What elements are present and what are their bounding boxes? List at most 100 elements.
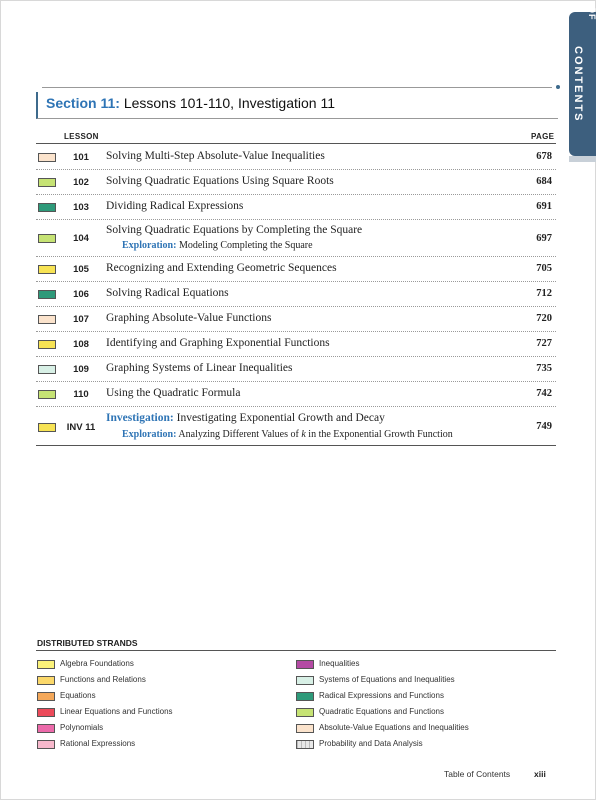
lesson-page: 735	[536, 363, 552, 374]
strand-swatch	[38, 290, 56, 299]
lesson-column-header: LESSON	[64, 132, 99, 141]
strand-swatch	[38, 390, 56, 399]
lesson-row-108[interactable]: 108 Identifying and Graphing Exponential…	[36, 333, 556, 357]
strand-swatch	[37, 740, 55, 749]
section-header: Section 11: Lessons 101-110, Investigati…	[36, 85, 560, 119]
lesson-row-109[interactable]: 109 Graphing Systems of Linear Inequalit…	[36, 358, 556, 382]
lesson-page: 691	[536, 201, 552, 212]
exploration-label: Exploration:	[122, 240, 177, 251]
strands-rule	[36, 650, 556, 651]
strand-swatch	[296, 692, 314, 701]
lesson-page: 697	[536, 233, 552, 244]
lesson-row-107[interactable]: 107 Graphing Absolute-Value Functions 72…	[36, 308, 556, 332]
distributed-strands-title: DISTRIBUTED STRANDS	[37, 638, 138, 648]
lesson-number: 102	[73, 177, 89, 188]
page-column-header: PAGE	[531, 132, 555, 141]
section-number: Section 11:	[46, 95, 120, 111]
strand-label: Inequalities	[319, 659, 360, 668]
strand-swatch	[38, 365, 56, 374]
lesson-row-103[interactable]: 103 Dividing Radical Expressions 691	[36, 196, 556, 220]
strand-swatch	[38, 340, 56, 349]
exploration-text-pre: Analyzing Different Values of	[178, 429, 302, 440]
investigation-title[interactable]: Investigation: Investigating Exponential…	[106, 412, 526, 424]
strand-swatch	[38, 315, 56, 324]
contents-side-tab[interactable]: TABLE OF CONTENTS	[569, 6, 596, 156]
exploration-text: Modeling Completing the Square	[178, 240, 313, 251]
strand-swatch	[296, 660, 314, 669]
strand-swatch	[37, 708, 55, 717]
lesson-title[interactable]: Solving Quadratic Equations by Completin…	[106, 224, 363, 236]
strand-swatch	[37, 724, 55, 733]
strand-label: Absolute-Value Equations and Inequalitie…	[319, 723, 469, 732]
strand-label: Polynomials	[60, 723, 104, 732]
lesson-number: 104	[73, 233, 89, 244]
strand-label: Linear Equations and Functions	[60, 707, 173, 716]
strand-swatch	[38, 423, 56, 432]
side-tab-contents: CONTENTS	[572, 46, 584, 123]
lesson-title[interactable]: Dividing Radical Expressions	[106, 200, 244, 212]
lesson-exploration[interactable]: Exploration: Analyzing Different Values …	[122, 429, 542, 440]
lesson-page: 712	[536, 288, 552, 299]
lesson-number: 101	[73, 152, 89, 163]
strand-swatch	[37, 676, 55, 685]
strand-label: Equations	[60, 691, 96, 700]
exploration-text-post: in the Exponential Growth Function	[305, 429, 453, 440]
lesson-page: 742	[536, 388, 552, 399]
strand-swatch	[38, 234, 56, 243]
lesson-title[interactable]: Recognizing and Extending Geometric Sequ…	[106, 262, 337, 274]
strand-swatch	[296, 740, 314, 749]
header-top-rule	[42, 87, 552, 88]
lesson-title[interactable]: Solving Radical Equations	[106, 287, 229, 299]
strand-swatch	[296, 676, 314, 685]
lesson-number: 105	[73, 264, 89, 275]
section-title-text: Lessons 101-110, Investigation 11	[123, 95, 335, 111]
lesson-title[interactable]: Graphing Absolute-Value Functions	[106, 312, 272, 324]
strand-swatch	[37, 660, 55, 669]
lesson-title[interactable]: Identifying and Graphing Exponential Fun…	[106, 337, 330, 349]
lesson-title[interactable]: Solving Quadratic Equations Using Square…	[106, 175, 334, 187]
strand-label: Algebra Foundations	[60, 659, 134, 668]
lesson-number: 110	[73, 389, 89, 400]
header-end-dot	[556, 85, 560, 89]
lesson-row-110[interactable]: 110 Using the Quadratic Formula 742	[36, 383, 556, 407]
lesson-number: 106	[73, 289, 89, 300]
lesson-page: 705	[536, 263, 552, 274]
strand-swatch	[296, 708, 314, 717]
strand-swatch	[38, 178, 56, 187]
lesson-exploration[interactable]: Exploration: Modeling Completing the Squ…	[122, 240, 542, 251]
lesson-page: 720	[536, 313, 552, 324]
side-tab-shadow	[569, 156, 596, 162]
lesson-page: 749	[536, 421, 552, 432]
strand-swatch	[38, 153, 56, 162]
exploration-label: Exploration:	[122, 429, 177, 440]
lesson-page: 684	[536, 176, 552, 187]
lesson-row-105[interactable]: 105 Recognizing and Extending Geometric …	[36, 258, 556, 282]
exploration-variable: k	[301, 429, 306, 440]
lesson-title[interactable]: Using the Quadratic Formula	[106, 387, 241, 399]
side-tab-partial: TABLE OF	[587, 6, 596, 21]
lesson-number: 107	[73, 314, 89, 325]
lesson-row-106[interactable]: 106 Solving Radical Equations 712	[36, 283, 556, 307]
lesson-page: 678	[536, 151, 552, 162]
lesson-number: INV 11	[66, 422, 96, 433]
lesson-title[interactable]: Solving Multi-Step Absolute-Value Inequa…	[106, 150, 325, 162]
investigation-label: Investigation:	[106, 412, 174, 424]
strand-label: Quadratic Equations and Functions	[319, 707, 444, 716]
lesson-number: 109	[73, 364, 89, 375]
section-title: Section 11: Lessons 101-110, Investigati…	[46, 95, 335, 111]
lesson-title[interactable]: Graphing Systems of Linear Inequalities	[106, 362, 293, 374]
footer-page-number: xiii	[534, 769, 546, 779]
lesson-row-102[interactable]: 102 Solving Quadratic Equations Using Sq…	[36, 171, 556, 195]
lesson-row-101[interactable]: 101 Solving Multi-Step Absolute-Value In…	[36, 146, 556, 170]
strand-swatch	[38, 265, 56, 274]
strand-swatch	[38, 203, 56, 212]
strand-label: Functions and Relations	[60, 675, 146, 684]
strand-label: Rational Expressions	[60, 739, 136, 748]
footer-label: Table of Contents	[444, 769, 511, 779]
strand-label: Probability and Data Analysis	[319, 739, 423, 748]
lesson-page: 727	[536, 338, 552, 349]
header-rule	[36, 143, 556, 144]
lesson-row-inv-11[interactable]: INV 11 Investigation: Investigating Expo…	[36, 408, 556, 446]
strand-swatch	[296, 724, 314, 733]
lesson-row-104[interactable]: 104 Solving Quadratic Equations by Compl…	[36, 221, 556, 257]
